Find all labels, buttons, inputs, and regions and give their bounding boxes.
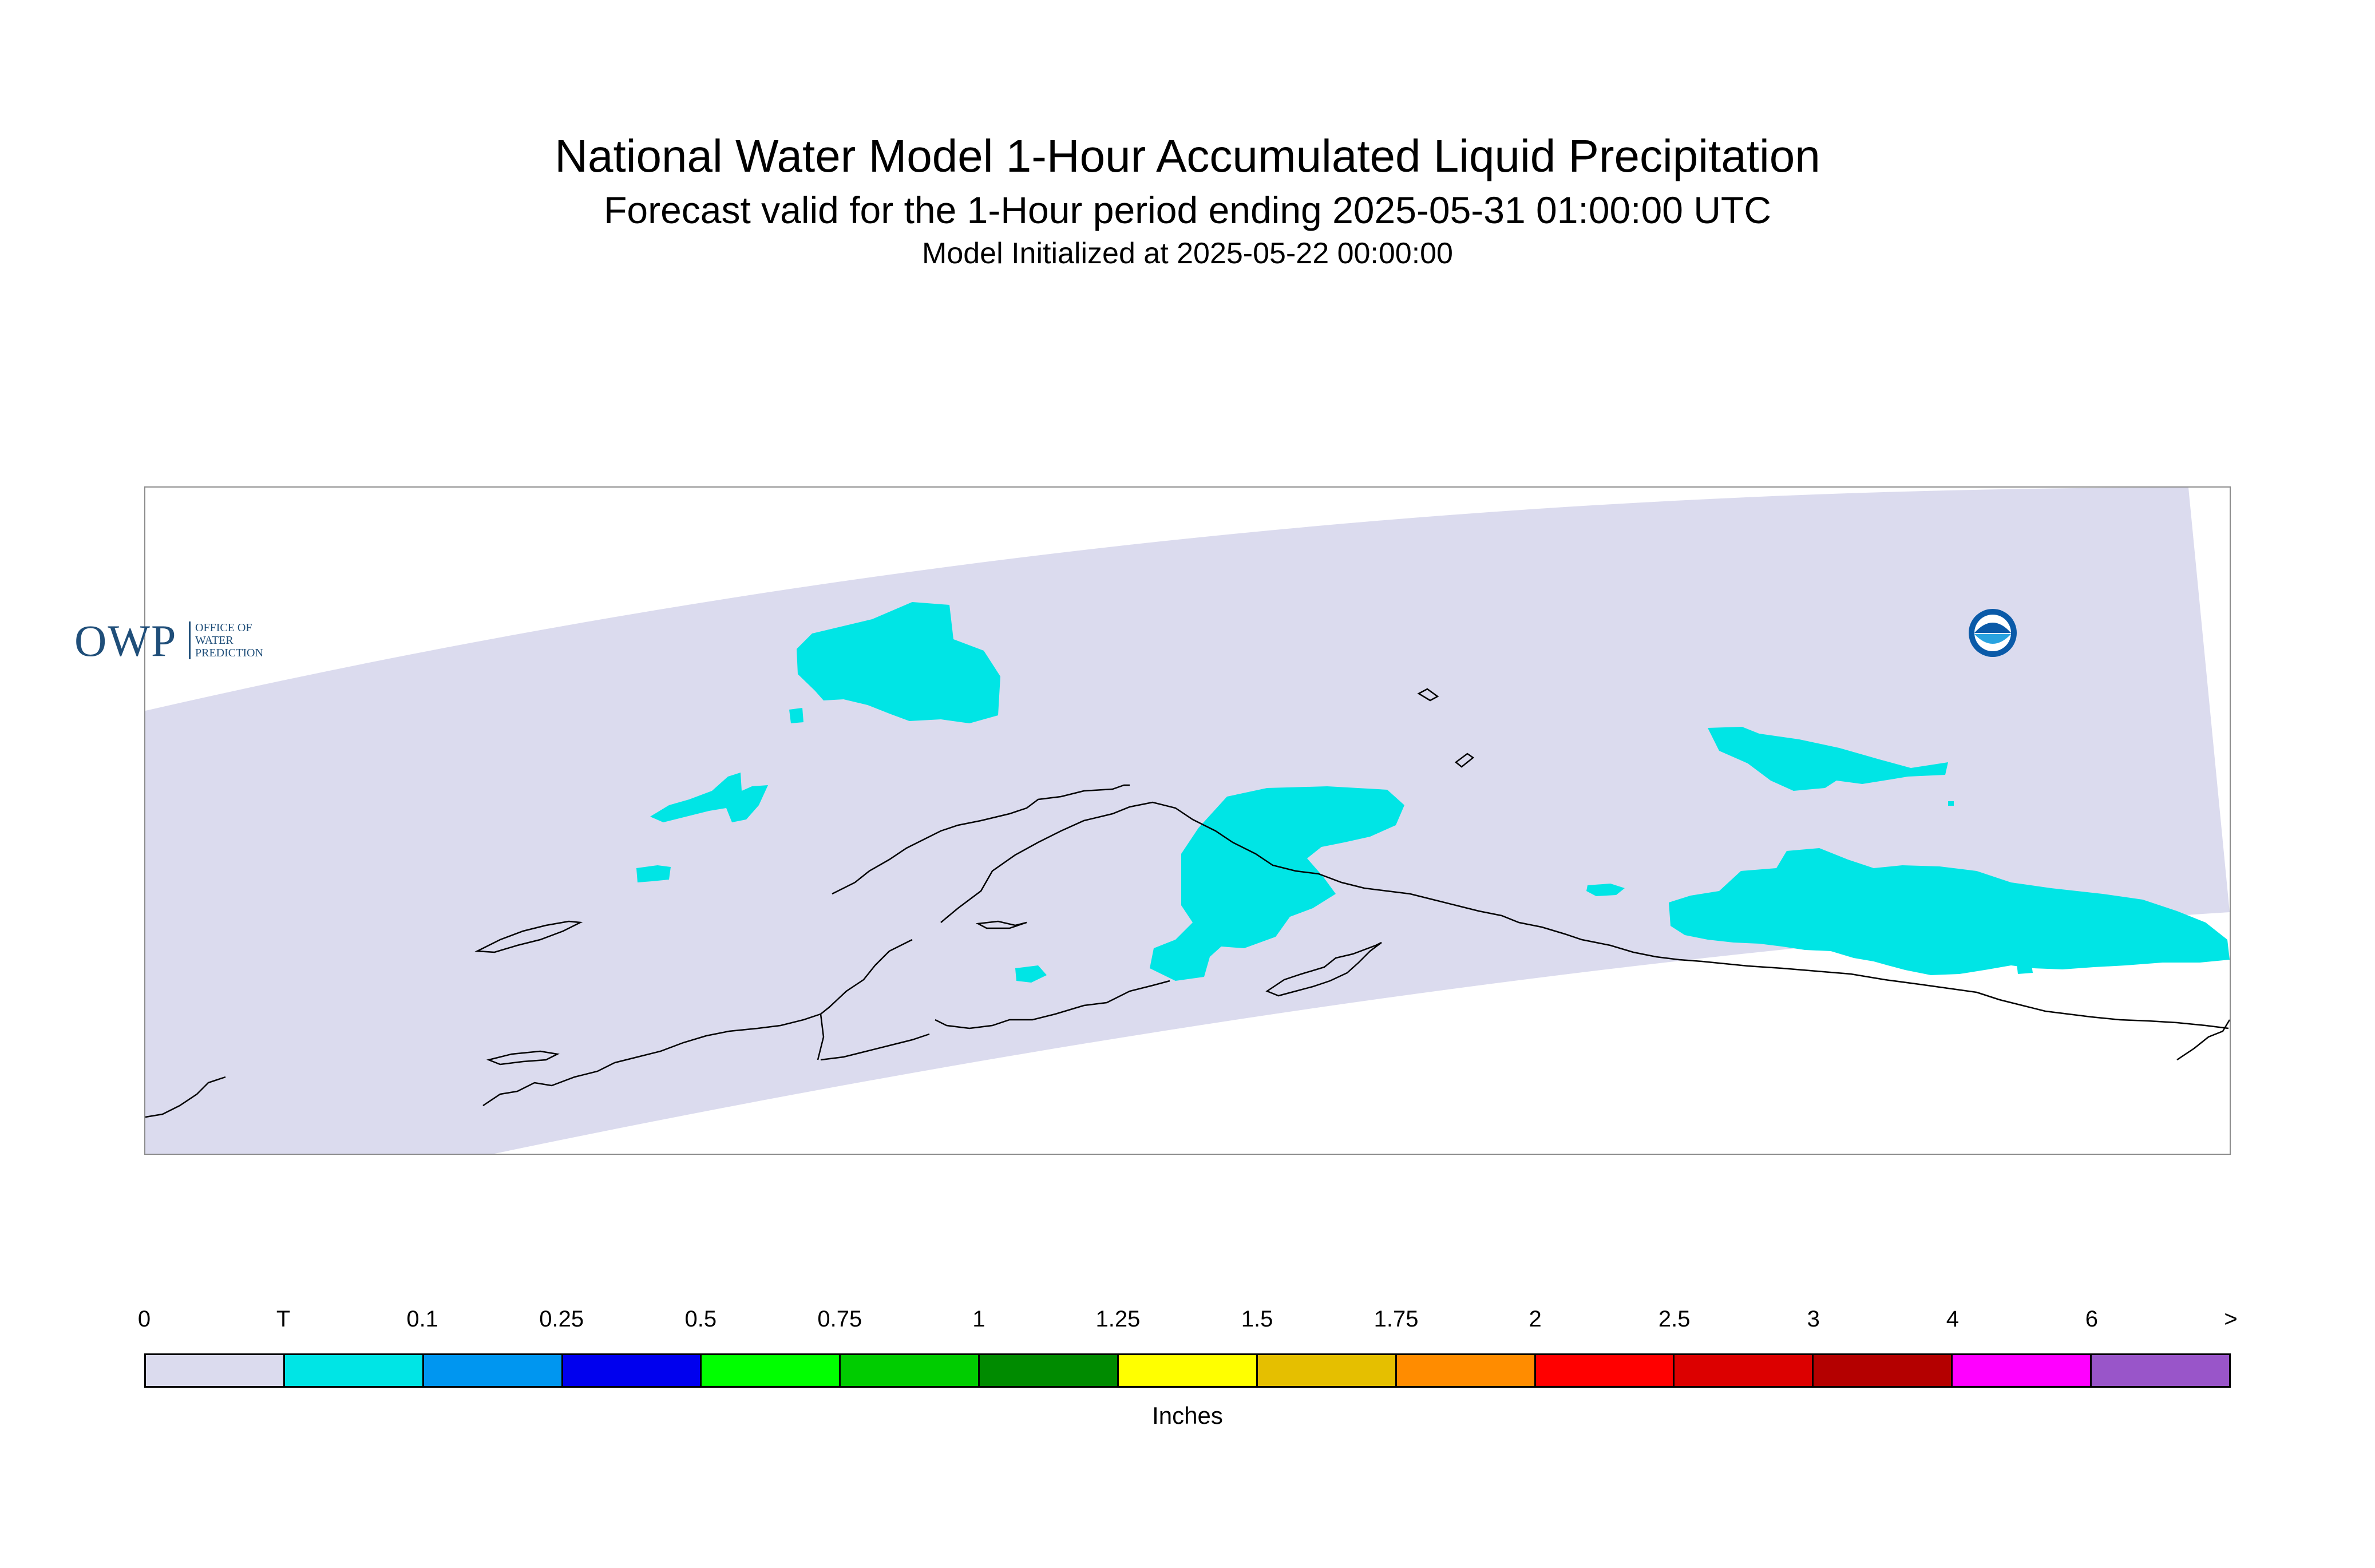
legend-swatch-8 (1257, 1355, 1397, 1386)
legend-swatch-9 (1396, 1355, 1536, 1386)
coastline-north-slope (1417, 688, 1475, 768)
map-panel (144, 486, 2231, 1155)
precip-legend: 0 T 0.1 0.25 0.5 0.75 1 1.25 1.5 1.75 2 2.5 3 4 6 > (138, 1305, 2238, 1402)
legend-label-1: T (276, 1306, 291, 1332)
legend-swatch-0 (146, 1355, 285, 1386)
legend-swatch-1 (284, 1355, 424, 1386)
noaa-logo-icon (1968, 608, 2018, 658)
coastline-yk-delta (482, 1062, 615, 1107)
coastline-kodiak (1265, 941, 1382, 997)
legend-label-2: 0.1 (406, 1306, 438, 1332)
precip-area-seward-west (650, 773, 768, 822)
legend-colorbar (144, 1353, 2231, 1388)
coastline-st-lawrence (474, 920, 583, 953)
map-subtitle: Forecast valid for the 1-Hour period end… (604, 189, 1771, 231)
legend-label-9: 1.75 (1373, 1306, 1419, 1332)
coastline-panhandle (1976, 991, 2229, 1030)
legend-swatch-6 (980, 1355, 1119, 1386)
legend-swatch-13 (1953, 1355, 2092, 1386)
coastline-southeast-islands (2176, 1019, 2230, 1061)
legend-swatch-5 (841, 1355, 980, 1386)
coastline-lines (145, 688, 2230, 1118)
legend-label-13: 4 (1946, 1306, 1959, 1332)
legend-label-7: 1.25 (1095, 1306, 1141, 1332)
coastline-chukotka (145, 1076, 226, 1118)
coastline-kenai (1232, 841, 1456, 906)
legend-label-10: 2 (1529, 1306, 1542, 1332)
legend-swatch-2 (423, 1355, 563, 1386)
legend-label-3: 0.25 (539, 1306, 584, 1332)
legend-label-0: 0 (137, 1306, 151, 1332)
legend-swatch-3 (563, 1355, 702, 1386)
noaa-emblem (1969, 609, 2017, 657)
alaska-map (145, 488, 2230, 1154)
map-title: National Water Model 1-Hour Accumulated … (555, 130, 1820, 181)
legend-label-6: 1 (972, 1306, 985, 1332)
precip-area-bering-small (789, 708, 803, 723)
coastline-nunivak (486, 1050, 560, 1066)
legend-swatch-11 (1675, 1355, 1814, 1386)
coastline-seward (832, 784, 1130, 895)
model-init-line: Model Initialized at 2025-05-22 00:00:00 (922, 237, 1453, 270)
legend-label-12: 3 (1807, 1306, 1820, 1332)
precip-area-panhandle-dot (2017, 961, 2033, 974)
coastline-mainland-west (940, 801, 1233, 923)
legend-label-15: > (2224, 1306, 2238, 1332)
coastline-kotzebue (817, 939, 913, 1060)
legend-label-14: 6 (2085, 1306, 2099, 1332)
coastline-alaska-peninsula (935, 980, 1170, 1030)
precip-area-yukon-southeast (1669, 848, 2230, 975)
precip-area-southcentral (1150, 786, 1404, 981)
precip-area-small-west (636, 865, 671, 882)
legend-label-11: 2.5 (1658, 1306, 1691, 1332)
legend-swatch-10 (1535, 1355, 1675, 1386)
owp-logo-subtext: Office of Water Prediction (189, 621, 281, 659)
coastline-gulf (1455, 904, 1977, 993)
precip-area-interior-east (1708, 727, 1948, 791)
model-domain-area (145, 488, 2230, 1154)
coastline-aleutians (820, 1033, 930, 1061)
legend-swatch-14 (2092, 1355, 2229, 1386)
owp-logo-letters: OWP (74, 616, 177, 666)
legend-label-5: 0.75 (817, 1306, 862, 1332)
legend-swatch-12 (1814, 1355, 1953, 1386)
legend-label-8: 1.5 (1241, 1306, 1273, 1332)
legend-swatch-4 (702, 1355, 841, 1386)
precip-area-gulf-small (1586, 884, 1625, 896)
legend-labels: 0 T 0.1 0.25 0.5 0.75 1 1.25 1.5 1.75 2 2.5 3 4 6 > (138, 1305, 2238, 1339)
owp-logo: OWP Office of Water Prediction (74, 618, 269, 664)
precip-area-bering-north (797, 602, 1000, 723)
coastline-bristol-bay (614, 1013, 821, 1064)
legend-units-label: Inches (1152, 1402, 1223, 1429)
precip-trace-areas (636, 602, 2230, 983)
precip-area-interior-east-dot (1948, 801, 1954, 806)
legend-swatch-7 (1119, 1355, 1258, 1386)
legend-label-4: 0.5 (684, 1306, 717, 1332)
precip-area-pribilof (1015, 965, 1047, 983)
coastline-lake-iliamna (975, 920, 1027, 929)
